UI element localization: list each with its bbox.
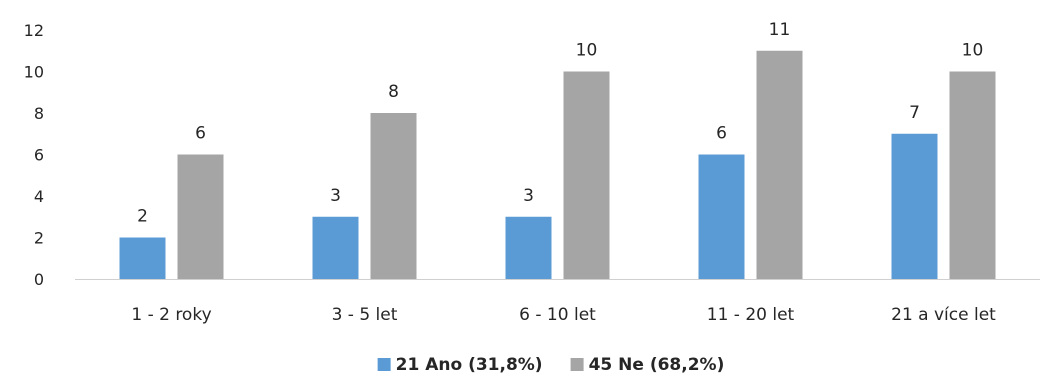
- bar: [563, 71, 610, 279]
- bar: [370, 113, 417, 279]
- y-tick-label: 12: [24, 21, 44, 40]
- y-tick-label: 8: [34, 104, 44, 123]
- legend-swatch: [570, 358, 584, 371]
- y-axis: 0 2 4 6 8 10 12: [24, 21, 44, 289]
- y-tick-label: 10: [24, 63, 44, 82]
- data-label: 3: [523, 186, 534, 206]
- y-tick-label: 4: [34, 187, 44, 206]
- y-tick-label: 2: [34, 229, 44, 248]
- bar: [312, 216, 359, 279]
- x-tick-label: 3 - 5 let: [332, 305, 398, 325]
- x-tick-label: 6 - 10 let: [519, 305, 596, 325]
- data-labels: 2 3 3 6 7 6 8 10 11 10: [137, 20, 983, 227]
- bar: [949, 71, 996, 279]
- bar: [505, 216, 552, 279]
- data-label: 10: [962, 41, 984, 61]
- x-tick-label: 11 - 20 let: [707, 305, 795, 325]
- y-tick-label: 6: [34, 146, 44, 165]
- legend-item: 45 Ne (68,2%): [570, 355, 725, 375]
- x-axis: 1 - 2 roky 3 - 5 let 6 - 10 let 11 - 20 let…: [75, 279, 1040, 325]
- x-tick-label: 21 a více let: [891, 305, 996, 325]
- bar: [756, 50, 803, 279]
- data-label: 10: [576, 41, 598, 61]
- bars: [119, 50, 996, 279]
- data-label: 6: [195, 124, 206, 144]
- legend-item: 21 Ano (31,8%): [377, 355, 543, 375]
- bar: [698, 154, 745, 279]
- x-tick-label: 1 - 2 roky: [131, 305, 211, 325]
- data-label: 11: [769, 20, 791, 40]
- legend-label: 45 Ne (68,2%): [589, 355, 725, 375]
- data-label: 2: [137, 207, 148, 227]
- data-label: 7: [909, 103, 920, 123]
- legend-swatch: [377, 358, 391, 371]
- data-label: 3: [330, 186, 341, 206]
- bar: [891, 133, 938, 279]
- legend: 21 Ano (31,8%) 45 Ne (68,2%): [377, 355, 725, 375]
- bar: [177, 154, 224, 279]
- legend-label: 21 Ano (31,8%): [396, 355, 543, 375]
- data-label: 6: [716, 124, 727, 144]
- data-label: 8: [388, 82, 399, 102]
- y-tick-label: 0: [34, 270, 44, 289]
- bar: [119, 237, 166, 279]
